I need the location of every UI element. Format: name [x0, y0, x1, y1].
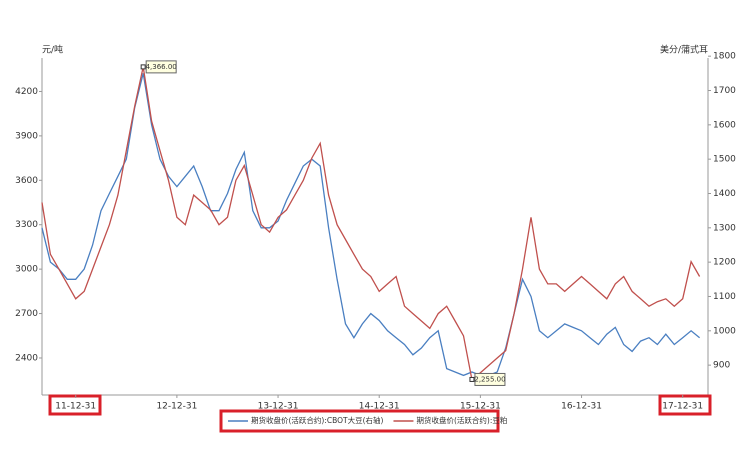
- x-tick-label: 16-12-31: [561, 402, 602, 412]
- y2-tick-label: 1200: [713, 258, 736, 268]
- x-tick-label: 14-12-31: [359, 402, 400, 412]
- series-line: [41, 73, 701, 377]
- x-tick-label: 13-12-31: [258, 402, 299, 412]
- highlight-box: [658, 394, 712, 416]
- y-tick-label: 4200: [15, 87, 38, 97]
- legend-highlight-box: [219, 409, 500, 433]
- x-tick-label: 15-12-31: [460, 402, 501, 412]
- x-tick-label: 12-12-31: [156, 402, 197, 412]
- y-tick-label: 3000: [15, 265, 38, 275]
- annotation-box: [145, 60, 177, 74]
- y-axis-label: 元/吨: [42, 44, 63, 56]
- y2-tick-label: 1300: [713, 223, 736, 233]
- y2-tick-label: 1400: [713, 189, 736, 199]
- annotation-marker: [469, 376, 475, 382]
- annotation-box: [474, 372, 506, 386]
- y-tick-label: 2700: [15, 309, 38, 319]
- x-tick-label: 11-12-31: [55, 402, 96, 412]
- y-tick-label: 3300: [15, 220, 38, 230]
- y2-tick-label: 1700: [713, 86, 736, 96]
- y2-axis-label: 美分/蒲式耳: [660, 44, 708, 56]
- y2-tick-label: 1100: [713, 292, 736, 302]
- y2-tick-label: 1000: [713, 326, 736, 336]
- series-line: [41, 66, 701, 381]
- highlight-box: [48, 394, 102, 416]
- annotation-text: 4,366.00: [146, 63, 177, 71]
- y2-tick-label: 1600: [713, 120, 736, 130]
- y2-tick-label: 900: [713, 361, 730, 371]
- y2-tick-label: 1500: [713, 155, 736, 165]
- annotation-marker: [140, 64, 146, 70]
- legend-label: 期货收盘价(活跃合约):CBOT大豆(右轴): [251, 415, 384, 425]
- y-tick-label: 3900: [15, 131, 38, 141]
- legend-label: 期货收盘价(活跃合约):豆粕: [416, 415, 507, 425]
- annotation-text: 2,255.00: [474, 375, 505, 383]
- y-tick-label: 2400: [15, 353, 38, 363]
- y2-tick-label: 1800: [713, 52, 736, 62]
- y-tick-label: 3600: [15, 176, 38, 186]
- x-tick-label: 17-12-31: [662, 402, 703, 412]
